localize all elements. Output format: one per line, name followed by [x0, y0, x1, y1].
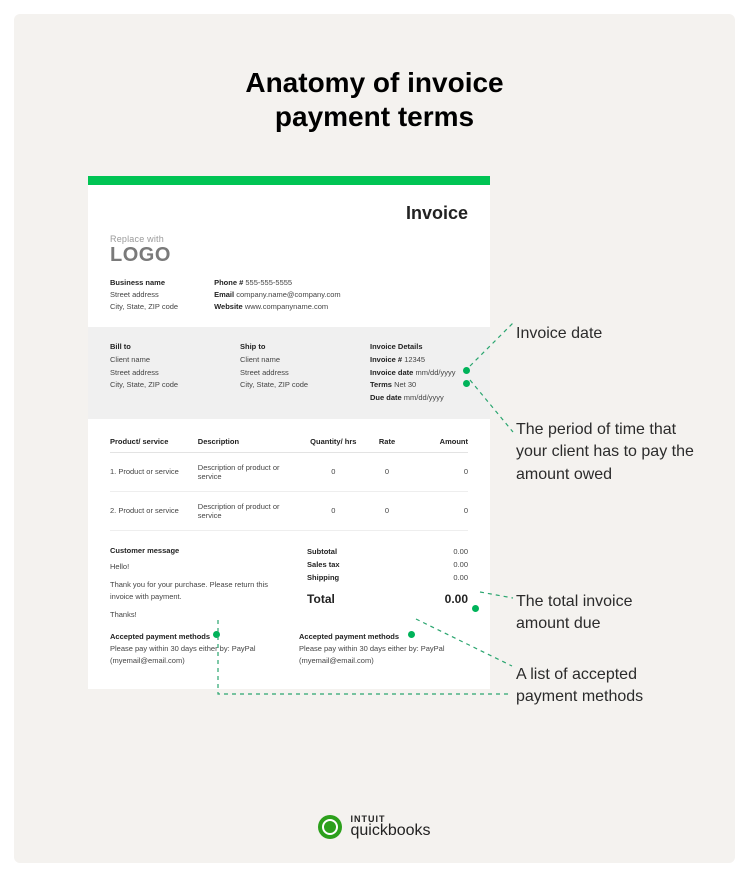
salestax-value: 0.00	[453, 560, 468, 569]
col-rate: Rate	[367, 437, 408, 446]
invoice-document: Invoice Replace with LOGO Business name …	[88, 176, 490, 689]
callout-dot-invoice-date	[463, 367, 470, 374]
invoice-top-bar	[88, 176, 490, 185]
total-label: Total	[307, 592, 335, 606]
row-rate: 0	[367, 467, 408, 476]
invoice-number-value: 12345	[404, 355, 425, 364]
message-closing: Thanks!	[110, 609, 287, 621]
callout-dot-total	[472, 605, 479, 612]
row-amount: 0	[413, 467, 468, 476]
accepted-methods-left: Accepted payment methods Please pay with…	[110, 631, 279, 667]
bill-to-block: Bill to Client name Street address City,…	[110, 341, 214, 405]
row-product: 2. Product or service	[110, 506, 192, 515]
col-qty: Quantity/ hrs	[306, 437, 361, 446]
accepted-text-left: Please pay within 30 days either by: Pay…	[110, 643, 279, 667]
business-city: City, State, ZIP code	[110, 301, 178, 313]
row-description: Description of product or service	[198, 463, 300, 481]
title-line-1: Anatomy of invoice	[14, 66, 735, 100]
row-rate: 0	[367, 506, 408, 515]
website-value: www.companyname.com	[245, 302, 328, 311]
col-description: Description	[198, 437, 300, 446]
ship-to-client: Client name	[240, 354, 344, 367]
line-item-row: 2. Product or service Description of pro…	[110, 492, 468, 531]
phone-value: 555-555-5555	[245, 278, 292, 287]
totals-block: Subtotal0.00 Sales tax0.00 Shipping0.00 …	[307, 545, 468, 621]
accepted-label-right: Accepted payment methods	[299, 632, 399, 641]
terms-value: Net 30	[394, 380, 416, 389]
invoice-date-value: mm/dd/yyyy	[415, 368, 455, 377]
callout-invoice-date: Invoice date	[516, 323, 602, 345]
bill-to-client: Client name	[110, 354, 214, 367]
logo-placeholder-word: LOGO	[110, 244, 468, 267]
row-product: 1. Product or service	[110, 467, 192, 476]
line-items-header: Product/ service Description Quantity/ h…	[110, 423, 468, 453]
phone-label: Phone #	[214, 278, 243, 287]
email-label: Email	[214, 290, 234, 299]
ship-to-block: Ship to Client name Street address City,…	[240, 341, 344, 405]
row-amount: 0	[413, 506, 468, 515]
due-date-value: mm/dd/yyyy	[404, 393, 444, 402]
invoice-number-label: Invoice #	[370, 355, 402, 364]
line-item-row: 1. Product or service Description of pro…	[110, 453, 468, 492]
invoice-heading: Invoice	[110, 203, 468, 224]
shipping-value: 0.00	[453, 573, 468, 582]
row-description: Description of product or service	[198, 502, 300, 520]
message-greeting: Hello!	[110, 561, 287, 573]
brand-quickbooks-text: quickbooks	[350, 823, 430, 839]
email-value: company.name@company.com	[236, 290, 340, 299]
customer-message-label: Customer message	[110, 545, 287, 557]
salestax-label: Sales tax	[307, 560, 340, 569]
quickbooks-logo-icon	[318, 815, 342, 839]
business-street: Street address	[110, 289, 178, 301]
subtotal-label: Subtotal	[307, 547, 337, 556]
callout-terms-period: The period of time that your client has …	[516, 419, 694, 486]
terms-label: Terms	[370, 380, 392, 389]
bill-to-label: Bill to	[110, 341, 214, 354]
callout-total-due: The total invoice amount due	[516, 591, 686, 636]
callout-dot-accepted-right	[408, 631, 415, 638]
total-value: 0.00	[445, 592, 468, 606]
accepted-methods-right: Accepted payment methods Please pay with…	[299, 631, 468, 667]
logo-placeholder-caption: Replace with	[110, 234, 468, 244]
invoice-details-block: Invoice Details Invoice # 12345 Invoice …	[370, 341, 468, 405]
callout-accepted-methods: A list of accepted payment methods	[516, 664, 686, 709]
website-label: Website	[214, 302, 243, 311]
invoice-details-label: Invoice Details	[370, 341, 468, 354]
message-body: Thank you for your purchase. Please retu…	[110, 579, 287, 603]
bill-to-city: City, State, ZIP code	[110, 379, 214, 392]
shipping-label: Shipping	[307, 573, 339, 582]
bill-to-street: Street address	[110, 367, 214, 380]
business-contact-block: Phone # 555-555-5555 Email company.name@…	[214, 277, 341, 313]
row-qty: 0	[306, 467, 361, 476]
callout-dot-terms	[463, 380, 470, 387]
callout-dot-accepted-left	[213, 631, 220, 638]
business-address-block: Business name Street address City, State…	[110, 277, 178, 313]
accepted-text-right: Please pay within 30 days either by: Pay…	[299, 643, 468, 667]
customer-message-block: Customer message Hello! Thank you for yo…	[110, 545, 287, 621]
page-title: Anatomy of invoice payment terms	[14, 66, 735, 133]
due-date-label: Due date	[370, 393, 402, 402]
ship-to-street: Street address	[240, 367, 344, 380]
brand-footer: INTUIT quickbooks	[14, 815, 735, 839]
row-qty: 0	[306, 506, 361, 515]
ship-to-label: Ship to	[240, 341, 344, 354]
col-product: Product/ service	[110, 437, 192, 446]
business-name-label: Business name	[110, 277, 178, 289]
subtotal-value: 0.00	[453, 547, 468, 556]
ship-to-city: City, State, ZIP code	[240, 379, 344, 392]
col-amount: Amount	[413, 437, 468, 446]
invoice-date-label: Invoice date	[370, 368, 413, 377]
title-line-2: payment terms	[14, 100, 735, 134]
accepted-label-left: Accepted payment methods	[110, 632, 210, 641]
